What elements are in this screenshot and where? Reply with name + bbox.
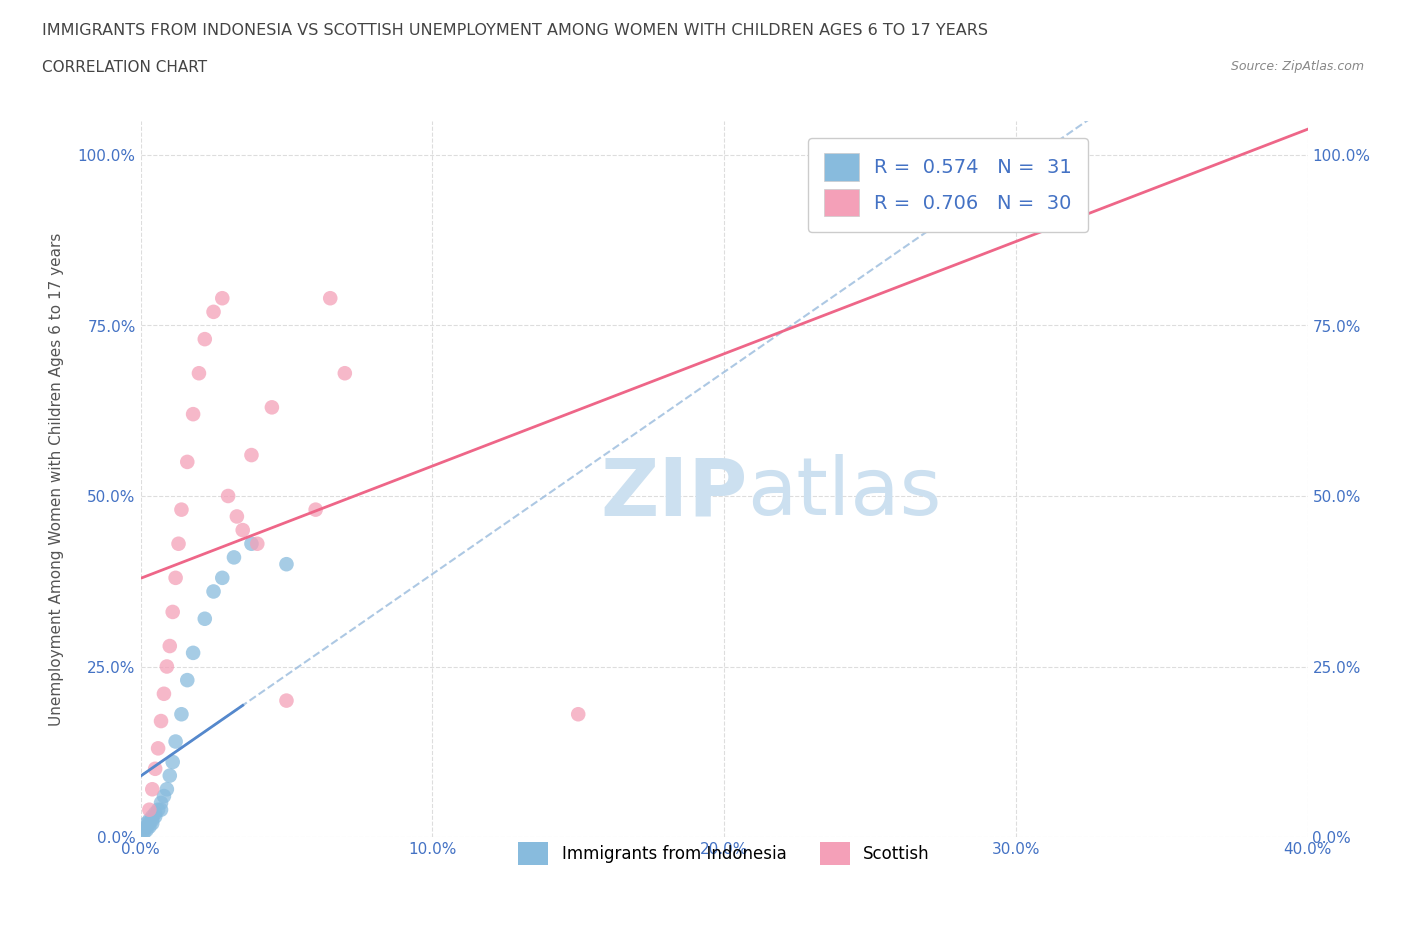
Point (194, 332, 217, 347)
Point (1063, 202, 1085, 217)
Point (181, 645, 204, 660)
Point (176, 672, 198, 687)
Point (156, 782, 179, 797)
Point (567, 707, 589, 722)
Text: atlas: atlas (748, 454, 942, 532)
Point (138, 813, 160, 828)
Point (222, 550, 245, 565)
Point (156, 659, 179, 674)
Point (143, 805, 166, 820)
Point (260, 400, 283, 415)
Point (141, 809, 163, 824)
Point (170, 707, 193, 722)
Point (141, 813, 163, 828)
Text: IMMIGRANTS FROM INDONESIA VS SCOTTISH UNEMPLOYMENT AMONG WOMEN WITH CHILDREN AGE: IMMIGRANTS FROM INDONESIA VS SCOTTISH UN… (42, 23, 988, 38)
Point (162, 604, 184, 619)
Point (135, 819, 157, 834)
Point (132, 826, 155, 841)
Point (211, 570, 233, 585)
Point (165, 570, 187, 585)
Point (167, 537, 190, 551)
Point (176, 455, 198, 470)
Point (143, 762, 166, 777)
Point (159, 768, 181, 783)
Point (159, 639, 181, 654)
Point (217, 488, 239, 503)
Point (138, 803, 160, 817)
Point (153, 686, 176, 701)
Point (141, 816, 163, 830)
Point (132, 823, 155, 838)
Point (165, 734, 187, 749)
Point (240, 447, 263, 462)
Point (146, 741, 169, 756)
Text: ZIP: ZIP (600, 454, 748, 532)
Point (188, 365, 211, 380)
Point (225, 509, 247, 524)
Point (150, 803, 173, 817)
Point (211, 291, 233, 306)
Point (143, 809, 166, 824)
Point (305, 502, 328, 517)
Point (170, 502, 193, 517)
Point (276, 557, 298, 572)
Point (150, 713, 173, 728)
Point (135, 823, 157, 838)
Point (333, 365, 356, 380)
Point (135, 816, 157, 830)
Point (276, 693, 298, 708)
Point (246, 537, 269, 551)
Point (202, 584, 225, 599)
Text: Source: ZipAtlas.com: Source: ZipAtlas.com (1230, 60, 1364, 73)
Point (181, 406, 204, 421)
Point (138, 816, 160, 830)
Legend: Immigrants from Indonesia, Scottish: Immigrants from Indonesia, Scottish (505, 829, 943, 879)
Point (138, 819, 160, 834)
Point (194, 611, 217, 626)
Point (146, 803, 169, 817)
Point (150, 795, 173, 810)
Point (240, 537, 263, 551)
Point (319, 291, 342, 306)
Point (141, 782, 163, 797)
Point (202, 304, 225, 319)
Point (232, 523, 254, 538)
Text: CORRELATION CHART: CORRELATION CHART (42, 60, 207, 75)
Y-axis label: Unemployment Among Women with Children Ages 6 to 17 years: Unemployment Among Women with Children A… (49, 232, 63, 725)
Point (162, 754, 184, 769)
Point (1063, 202, 1085, 217)
Point (153, 789, 176, 804)
